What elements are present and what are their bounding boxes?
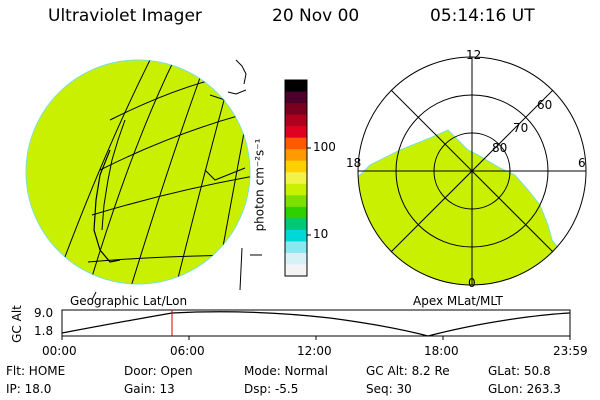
apex-caption: Apex MLat/MLT (413, 294, 503, 308)
date-label: 20 Nov 00 (272, 6, 360, 26)
time-tick-06: 06:00 (170, 344, 205, 358)
colorbar-band (285, 229, 307, 243)
colorbar-band (285, 172, 307, 185)
polar-plot (357, 56, 587, 286)
time-tick-12: 12:00 (297, 344, 332, 358)
time-label: 05:14:16 UT (430, 6, 535, 26)
geographic-caption: Geographic Lat/Lon (70, 294, 188, 308)
colorbar-band (285, 114, 307, 127)
mlt-label-12: 12 (466, 48, 482, 62)
colorbar-band (285, 80, 307, 93)
altitude-curve (61, 311, 571, 337)
ip-status: IP: 18.0 (6, 382, 52, 396)
flight-status: Flt: HOME (6, 364, 66, 378)
colorbar-tick-label-100: 100 (313, 140, 336, 154)
colorbar-tick-label-10: 10 (313, 227, 329, 241)
mode-status: Mode: Normal (244, 364, 328, 378)
time-tick-00: 00:00 (42, 344, 77, 358)
colorbar-band (285, 264, 307, 277)
colorbar (285, 80, 307, 277)
mlt-label-6: 6 (578, 156, 586, 170)
altitude-ylabel: GC Alt (9, 305, 24, 343)
time-tick-2359: 23:59 (553, 344, 588, 358)
altitude-ytick-low: 1.8 (34, 324, 54, 338)
colorbar-unit-label: photon cm⁻²s⁻¹ (252, 138, 267, 232)
colorbar-band (285, 206, 307, 219)
colorbar-band (285, 149, 307, 162)
altitude-frame (61, 309, 571, 337)
colorbar-band (285, 183, 307, 196)
instrument-title: Ultraviolet Imager (48, 6, 202, 26)
auroral-oval (358, 129, 561, 285)
colorbar-band (285, 137, 307, 150)
seq-status: Seq: 30 (366, 382, 412, 396)
colorbar-band (285, 160, 307, 173)
lat-label-70: 70 (513, 121, 529, 135)
mlt-label-18: 18 (346, 156, 362, 170)
altitude-plot (61, 309, 571, 340)
gc-alt-status: GC Alt: 8.2 Re (366, 364, 450, 378)
auroral-disk (25, 59, 251, 285)
colorbar-band (285, 195, 307, 208)
colorbar-band (285, 91, 307, 104)
colorbar-band (285, 252, 307, 266)
colorbar-band (285, 103, 307, 116)
dsp-status: Dsp: -5.5 (244, 382, 299, 396)
door-status: Door: Open (124, 364, 193, 378)
lat-label-60: 60 (537, 98, 553, 112)
altitude-ytick-high: 9.0 (34, 306, 54, 320)
time-tick-18: 18:00 (424, 344, 459, 358)
gain-status: Gain: 13 (124, 382, 175, 396)
colorbar-band (285, 218, 307, 231)
colorbar-band (285, 241, 307, 254)
colorbar-band (285, 126, 307, 139)
colorbar-frame (284, 79, 308, 277)
glat-status: GLat: 50.8 (488, 364, 551, 378)
mlt-label-0: 0 (468, 276, 476, 290)
glon-status: GLon: 263.3 (488, 382, 561, 396)
geographic-image (25, 59, 262, 301)
lat-label-80: 80 (492, 141, 508, 155)
